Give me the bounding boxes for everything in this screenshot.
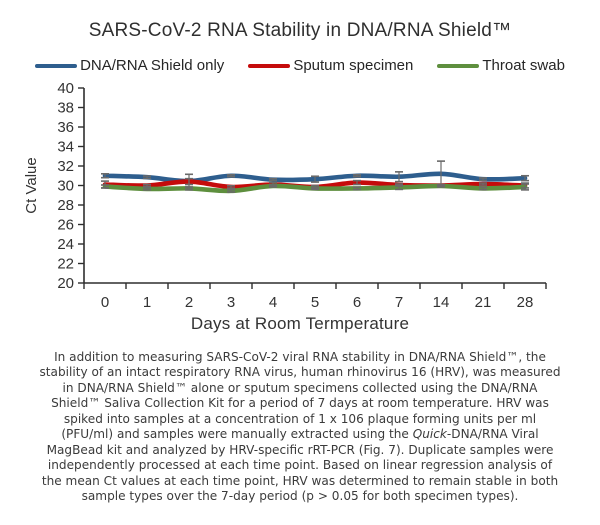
- caption-text-1: In addition to measuring SARS-CoV-2 vira…: [39, 350, 561, 442]
- legend-item-shield-only: DNA/RNA Shield only: [35, 57, 224, 74]
- svg-text:Ct Value: Ct Value: [23, 157, 40, 213]
- throat-swab-line-swatch: [437, 63, 480, 68]
- svg-text:24: 24: [57, 236, 74, 253]
- svg-text:1: 1: [143, 294, 151, 311]
- legend-item-sputum: Sputum specimen: [248, 57, 413, 74]
- sputum-line-swatch: [248, 63, 291, 68]
- svg-text:34: 34: [57, 139, 74, 156]
- figure-caption: In addition to measuring SARS-CoV-2 vira…: [38, 350, 562, 505]
- legend-label: Sputum specimen: [293, 57, 414, 74]
- legend-item-throat-swab: Throat swab: [437, 57, 565, 74]
- svg-text:32: 32: [57, 158, 74, 175]
- chart-legend: DNA/RNA Shield only Sputum specimen Thro…: [0, 57, 600, 74]
- svg-text:38: 38: [57, 100, 74, 117]
- svg-text:0: 0: [101, 294, 109, 311]
- svg-text:2: 2: [185, 294, 193, 311]
- legend-label: Throat swab: [482, 57, 565, 74]
- x-axis-title: Days at Room Termperature: [190, 314, 410, 333]
- svg-text:21: 21: [475, 294, 492, 311]
- svg-text:30: 30: [57, 178, 74, 195]
- caption-text-2: -DNA/RNA Viral MagBead kit and analyzed …: [41, 427, 559, 504]
- legend-label: DNA/RNA Shield only: [80, 57, 225, 74]
- svg-text:6: 6: [353, 294, 361, 311]
- svg-text:22: 22: [57, 256, 74, 273]
- svg-text:28: 28: [517, 294, 534, 311]
- svg-text:40: 40: [57, 80, 74, 97]
- svg-text:26: 26: [57, 217, 74, 234]
- svg-text:36: 36: [57, 119, 74, 136]
- svg-text:20: 20: [57, 275, 74, 292]
- shield-only-line-swatch: [35, 63, 78, 68]
- svg-text:5: 5: [311, 294, 319, 311]
- caption-italic-quick: Quick: [412, 427, 447, 442]
- svg-text:4: 4: [269, 294, 277, 311]
- svg-text:28: 28: [57, 197, 74, 214]
- svg-text:14: 14: [433, 294, 450, 311]
- svg-text:3: 3: [227, 294, 235, 311]
- svg-text:7: 7: [395, 294, 403, 311]
- chart-title: SARS-CoV-2 RNA Stability in DNA/RNA Shie…: [88, 20, 512, 41]
